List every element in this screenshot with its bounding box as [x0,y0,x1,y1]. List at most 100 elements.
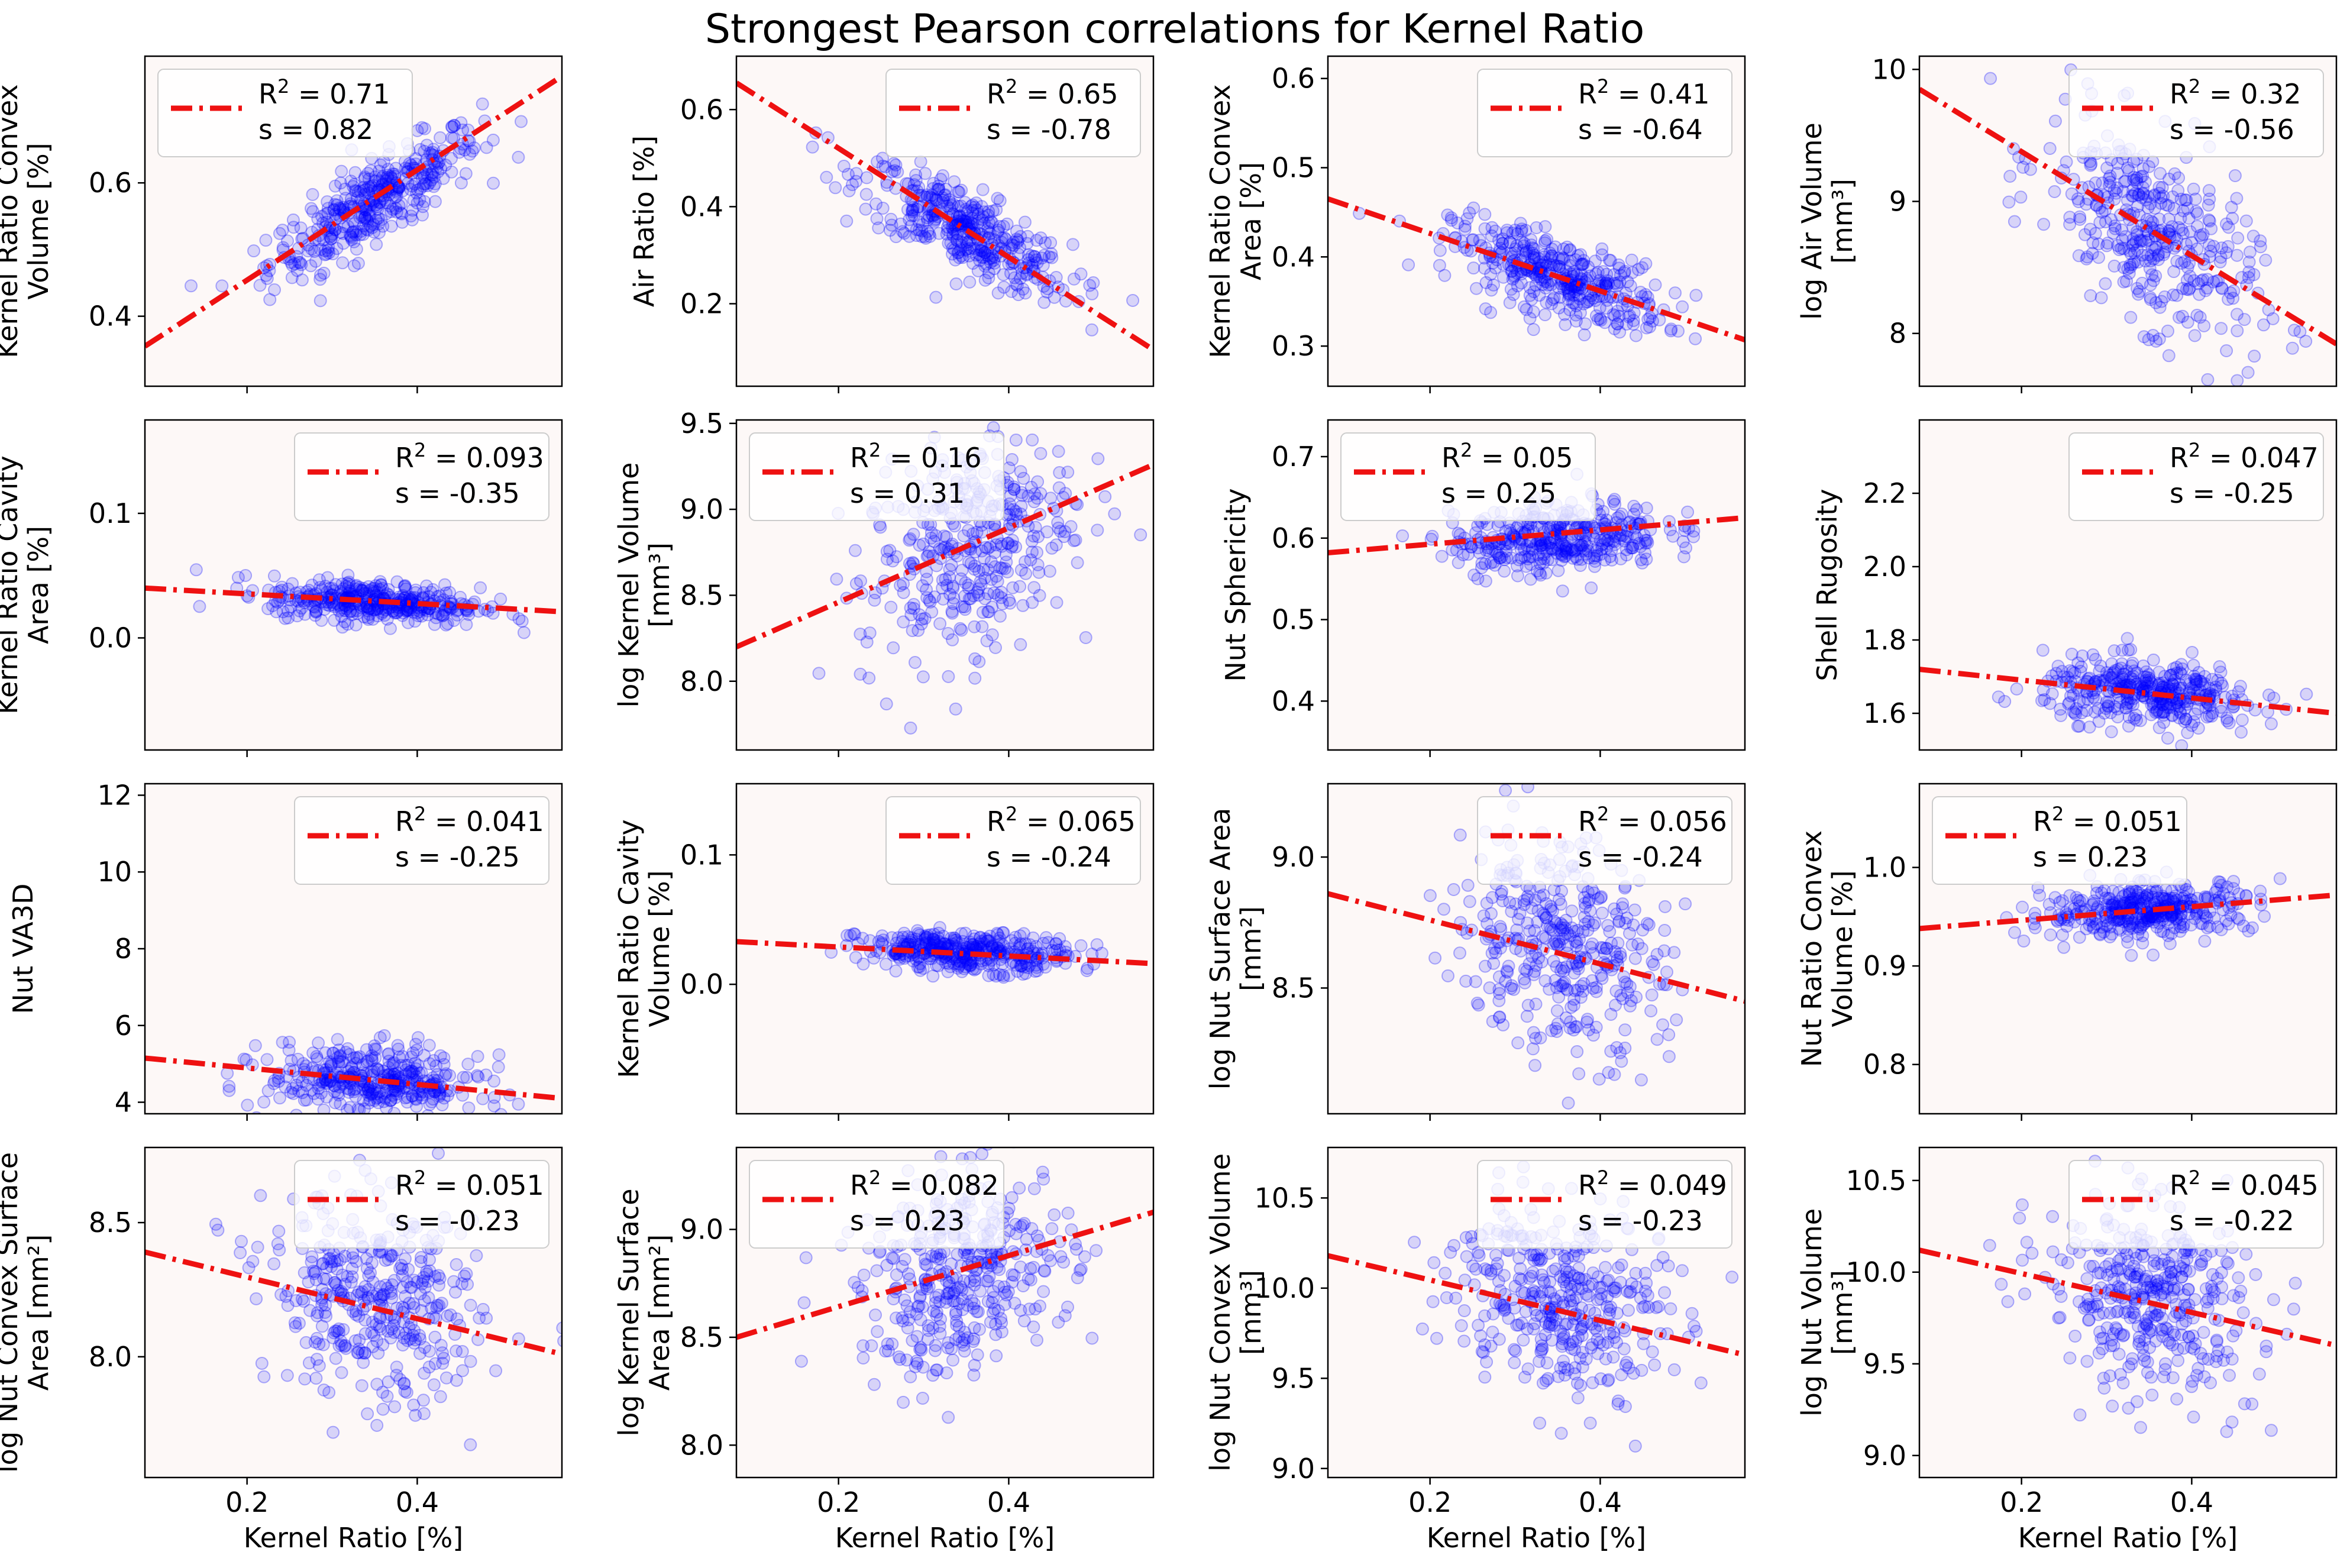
data-point [259,234,273,247]
data-point [1004,266,1017,280]
data-point [907,209,921,222]
data-point [1553,290,1567,304]
data-point [454,116,468,130]
data-point [384,219,398,233]
data-point [339,192,353,205]
data-point [193,600,206,613]
data-point [1045,251,1059,264]
data-point [1563,287,1576,301]
y-tick-label: 9.0 [680,493,723,525]
data-point [360,212,373,226]
data-point [464,1354,477,1368]
data-point [2105,725,2118,739]
data-point [321,202,335,215]
data-point [487,176,500,190]
data-point [1478,208,1492,221]
data-point [345,231,358,244]
data-point [929,193,943,206]
data-point [470,1069,484,1082]
data-point [2207,275,2220,289]
data-point [960,211,974,225]
data-point [410,186,424,200]
legend: R2 = 0.71s = 0.82 [157,69,413,157]
data-point [403,157,416,170]
data-point [2051,659,2065,673]
data-point [894,217,907,231]
data-point [1618,1042,1632,1055]
data-point [451,608,464,622]
data-point [878,160,892,174]
data-point [880,697,893,711]
data-point [2131,228,2144,241]
data-point [2099,277,2112,290]
data-point [2149,269,2162,283]
data-point [2300,687,2313,701]
data-point [328,613,341,627]
data-point [418,122,431,135]
data-point [2136,187,2150,201]
data-point [2063,218,2077,231]
data-point [2137,330,2151,344]
data-point [1553,260,1566,273]
data-point [2124,311,2138,324]
data-point [2146,216,2160,229]
data-point [2122,164,2136,177]
data-point [1022,253,1035,266]
data-point [929,192,942,205]
data-point [1639,257,1653,270]
data-point [386,202,400,216]
y-axis-label: Nut Ratio ConvexVolume [%] [1796,830,1858,1067]
data-point [1544,542,1558,555]
data-point [2225,201,2238,214]
data-point [1527,285,1541,299]
data-point [1024,480,1038,494]
data-point [431,607,445,621]
data-point [288,257,302,271]
data-point [2154,196,2168,210]
data-point [376,170,389,183]
data-point [1612,310,1626,323]
y-tick-label: 1.6 [1863,697,1906,729]
data-point [998,231,1011,245]
data-point [1608,277,1621,290]
legend-r2-text: R2 = 0.32 [2170,75,2301,110]
data-point [1507,287,1520,301]
data-point [259,269,273,282]
data-point [849,951,862,964]
data-point [961,215,975,229]
data-point [2177,204,2190,218]
data-point [1570,299,1583,312]
data-point [2182,212,2196,225]
data-point [987,254,1000,267]
data-point [2014,190,2028,204]
data-point [2215,322,2228,335]
data-point [2115,242,2128,255]
data-point [963,275,977,289]
data-point [411,183,424,197]
data-point [332,201,346,215]
data-point [929,290,943,304]
data-point [1511,279,1524,293]
data-point [344,174,358,188]
data-point [2129,173,2143,187]
data-point [1527,323,1540,337]
data-point [2136,162,2150,176]
data-point [978,259,991,273]
data-point [365,1087,379,1100]
data-point [2152,212,2166,226]
data-point [2166,190,2180,203]
data-point [2119,897,2132,910]
data-point [434,162,448,176]
data-point [2193,287,2206,301]
data-point [1037,248,1051,262]
data-point [2135,248,2149,262]
data-point [457,1071,470,1084]
data-point [268,283,281,296]
data-point [1558,308,1571,321]
data-point [846,178,859,192]
data-point [2126,237,2140,251]
data-point [2214,251,2228,264]
data-point [977,210,990,224]
data-point [370,1113,374,1114]
data-point [2092,251,2105,264]
